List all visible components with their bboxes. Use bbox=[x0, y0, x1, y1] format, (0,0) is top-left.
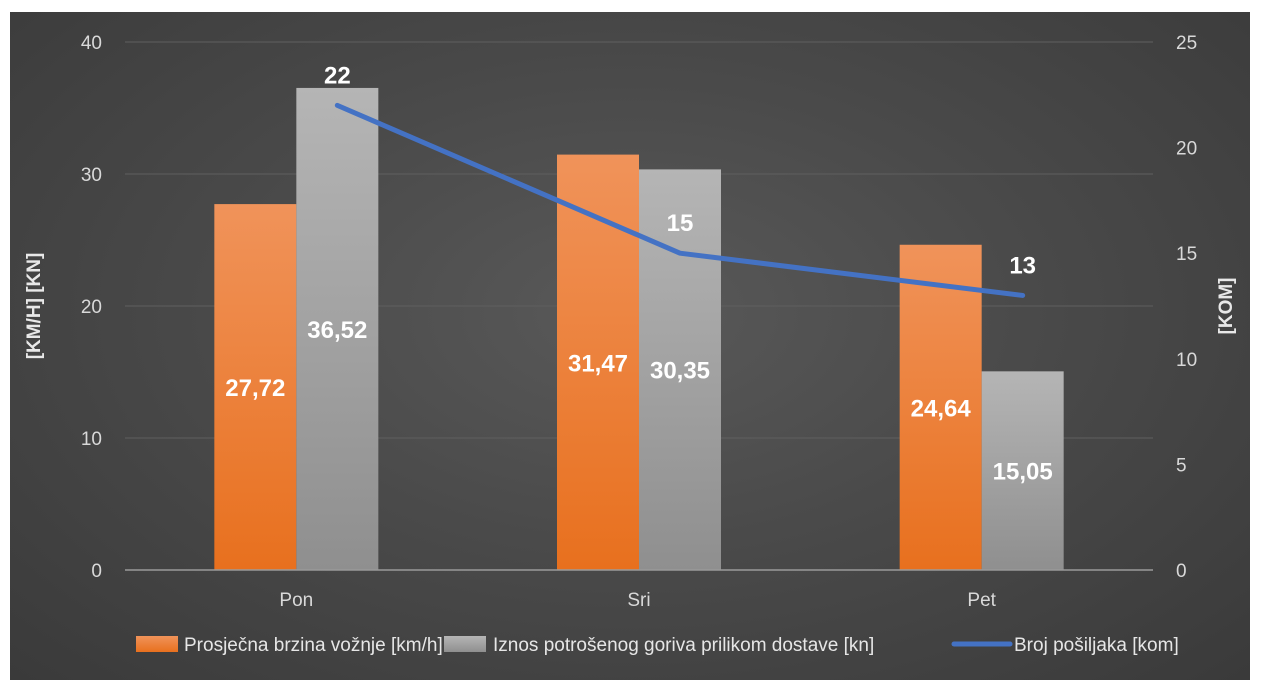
y2-tick-label: 15 bbox=[1176, 244, 1197, 265]
chart-area: 27,72 36,52 31,47 30,35 24,64 15,05 22 15 13 0 10… bbox=[10, 12, 1250, 680]
bar-speed bbox=[214, 204, 297, 570]
legend-label: Prosječna brzina vožnje [km/h] bbox=[184, 635, 443, 656]
x-tick-label: Pon bbox=[279, 590, 313, 611]
y-tick-label: 0 bbox=[91, 561, 102, 582]
axes: 0 10 20 30 40 0 5 10 15 20 25 [KM/H] [KN] [KOM] Pon Sr… bbox=[24, 33, 1237, 611]
y2-tick-label: 0 bbox=[1176, 561, 1187, 582]
data-labels: 27,72 36,52 31,47 30,35 24,64 15,05 22 15 13 bbox=[225, 62, 1052, 485]
y-tick-label: 10 bbox=[81, 429, 102, 450]
line-series bbox=[334, 102, 1026, 298]
legend: Prosječna brzina vožnje [km/h] Iznos potr… bbox=[136, 635, 1179, 656]
y2-tick-label: 5 bbox=[1176, 455, 1187, 476]
bar-data-label: 30,35 bbox=[650, 358, 710, 385]
bar-data-label: 24,64 bbox=[911, 395, 972, 422]
line-data-label: 13 bbox=[1009, 252, 1036, 279]
y-axis-title: [KM/H] [KN] bbox=[24, 253, 45, 360]
legend-label: Broj pošiljaka [kom] bbox=[1014, 635, 1179, 656]
bar-data-label: 15,05 bbox=[993, 459, 1053, 486]
bar-speed bbox=[557, 154, 639, 570]
bar-fuel bbox=[981, 371, 1064, 570]
x-tick-label: Sri bbox=[627, 590, 650, 611]
x-tick-label: Pet bbox=[967, 590, 996, 611]
y-tick-label: 20 bbox=[81, 297, 102, 318]
bar-data-label: 36,52 bbox=[307, 317, 367, 344]
y-tick-label: 30 bbox=[81, 165, 102, 186]
combo-chart: 27,72 36,52 31,47 30,35 24,64 15,05 22 15 13 0 10… bbox=[24, 33, 1237, 656]
y2-tick-label: 20 bbox=[1176, 139, 1197, 160]
bar-speed bbox=[899, 244, 982, 570]
bar-data-label: 27,72 bbox=[225, 375, 285, 402]
y2-tick-label: 10 bbox=[1176, 350, 1197, 371]
y2-tick-label: 25 bbox=[1176, 33, 1197, 54]
legend-swatch bbox=[444, 636, 486, 652]
bar-fuel bbox=[296, 87, 379, 570]
bar-fuel bbox=[639, 169, 721, 570]
bar-data-label: 31,47 bbox=[568, 350, 628, 377]
legend-label: Iznos potrošenog goriva prilikom dostave… bbox=[493, 635, 874, 656]
y-tick-label: 40 bbox=[81, 33, 102, 54]
bars bbox=[214, 87, 1064, 570]
legend-swatch bbox=[136, 636, 178, 652]
line-broj-posiljaka bbox=[334, 102, 1026, 298]
y2-axis-title: [KOM] bbox=[1216, 278, 1237, 335]
line-data-label: 22 bbox=[324, 62, 351, 89]
line-data-label: 15 bbox=[667, 210, 694, 237]
